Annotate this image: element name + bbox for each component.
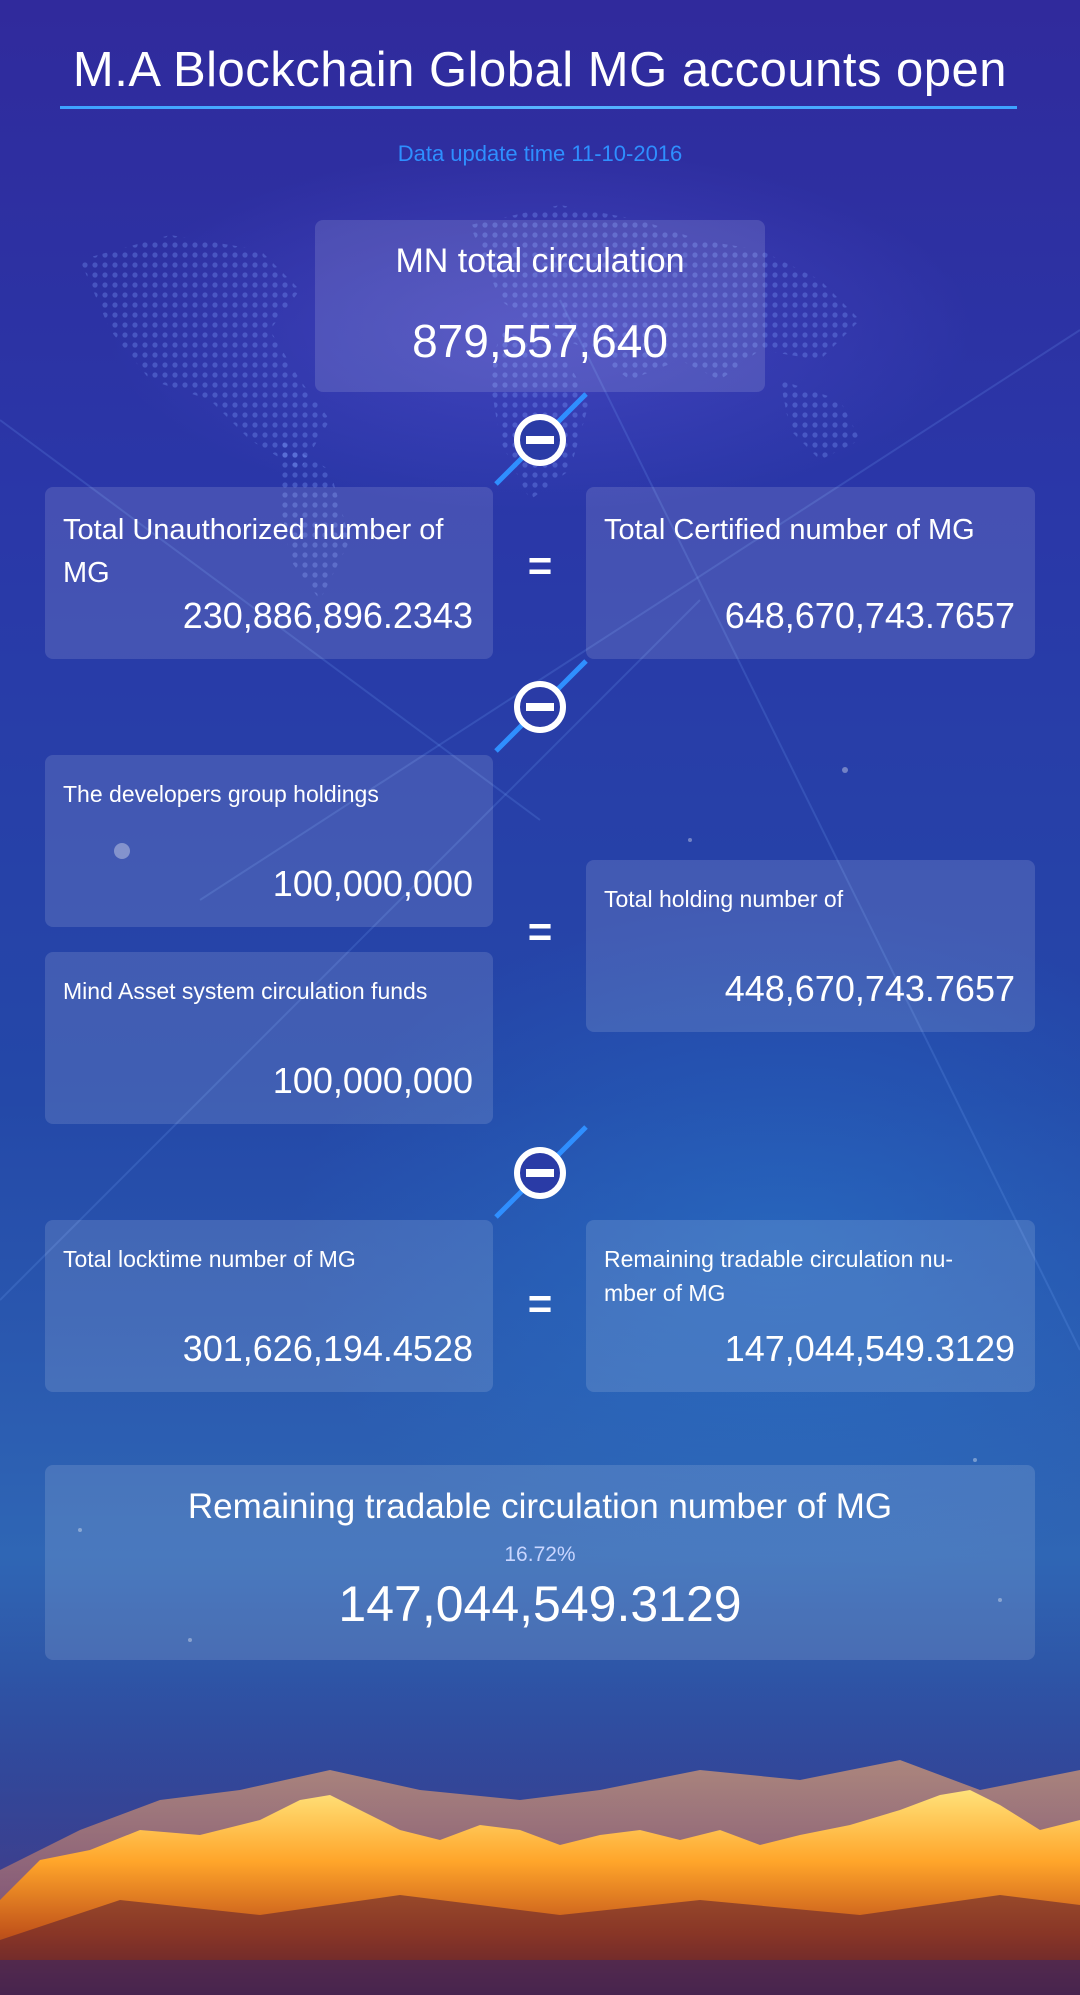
equals-sign: = bbox=[527, 1280, 553, 1327]
remaining-tradable-label: Remaining tradable circulation nu- mber … bbox=[604, 1246, 954, 1306]
system-funds-card: Mind Asset system circulation funds 100,… bbox=[45, 952, 493, 1124]
mountain-range bbox=[0, 1790, 1080, 1995]
remaining-tradable-value: 147,044,549.3129 bbox=[724, 1328, 1015, 1369]
minus-circle-icon bbox=[494, 659, 588, 753]
summary-card: Remaining tradable circulation number of… bbox=[45, 1465, 1035, 1660]
developers-card: The developers group holdings 100,000,00… bbox=[45, 755, 493, 927]
developers-label: The developers group holdings bbox=[63, 781, 379, 807]
data-update-time: Data update time 11-10-2016 bbox=[397, 141, 683, 166]
page-title: M.A Blockchain Global MG accounts open bbox=[72, 43, 1008, 97]
unauthorized-label: Total Unauthorized number of MG bbox=[63, 514, 444, 589]
total-circulation-label: MN total circulation bbox=[395, 242, 685, 280]
developers-value: 100,000,000 bbox=[272, 863, 473, 904]
certified-label: Total Certified number of MG bbox=[604, 514, 975, 546]
certified-value: 648,670,743.7657 bbox=[724, 595, 1015, 636]
locktime-label: Total locktime number of MG bbox=[63, 1246, 356, 1272]
summary-percent: 16.72% bbox=[504, 1543, 576, 1566]
minus-circle-icon bbox=[494, 1125, 588, 1219]
system-funds-value: 100,000,000 bbox=[272, 1060, 473, 1101]
holding-label: Total holding number of bbox=[604, 886, 844, 912]
minus-circle-icon bbox=[494, 392, 588, 486]
summary-label: Remaining tradable circulation number of… bbox=[187, 1487, 893, 1526]
holding-value: 448,670,743.7657 bbox=[724, 968, 1015, 1009]
locktime-value: 301,626,194.4528 bbox=[182, 1328, 473, 1369]
holding-card: Total holding number of 448,670,743.7657 bbox=[586, 860, 1035, 1032]
certified-card: Total Certified number of MG 648,670,743… bbox=[586, 487, 1035, 659]
total-circulation-value: 879,557,640 bbox=[412, 315, 668, 367]
mountain-range-back bbox=[0, 1760, 1080, 1995]
unauthorized-value: 230,886,896.2343 bbox=[182, 595, 473, 636]
remaining-tradable-card: Remaining tradable circulation nu- mber … bbox=[586, 1220, 1035, 1392]
unauthorized-card: Total Unauthorized number of MG 230,886,… bbox=[45, 487, 493, 659]
equals-sign: = bbox=[527, 908, 553, 955]
system-funds-label: Mind Asset system circulation funds bbox=[63, 978, 428, 1004]
equals-sign: = bbox=[527, 542, 553, 589]
summary-value: 147,044,549.3129 bbox=[338, 1576, 742, 1632]
total-circulation-card: MN total circulation 879,557,640 bbox=[315, 220, 765, 392]
locktime-card: Total locktime number of MG 301,626,194.… bbox=[45, 1220, 493, 1392]
title-underline bbox=[60, 106, 1017, 109]
